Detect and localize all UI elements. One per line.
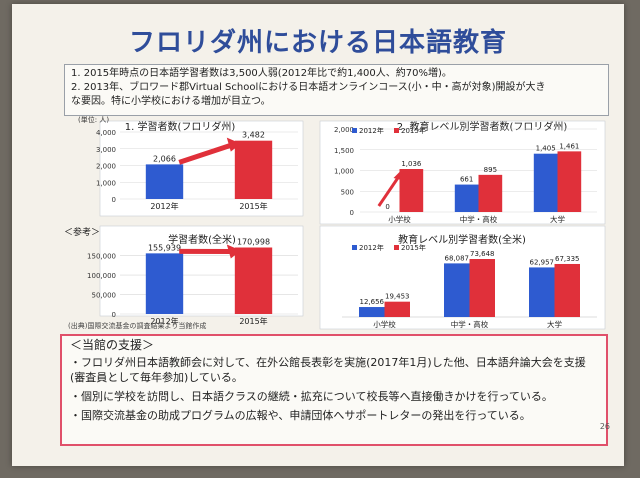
support-item: ・国際交流基金の助成プログラムの広報や、申請団体へサポートレターの発出を行ってい… xyxy=(70,409,531,422)
y-tick-label: 2,000 xyxy=(334,126,354,134)
bar-2015年 xyxy=(234,247,273,314)
growth-arrow-head xyxy=(393,170,402,181)
data-label: 1,405 xyxy=(536,145,556,153)
bar-中学・高校-2015年 xyxy=(469,259,495,317)
legend-label: 2015年 xyxy=(401,243,426,252)
y-tick-label: 0 xyxy=(112,196,116,204)
chart-title: 学習者数(全米) xyxy=(168,233,236,246)
x-tick-label: 2012年 xyxy=(150,201,178,211)
summary-line-1: 1. 2015年時点の日本語学習者数は3,500人弱(2012年比で約1,400… xyxy=(71,68,452,79)
bar-2015年 xyxy=(234,140,273,199)
data-label: 68,087 xyxy=(445,254,470,262)
slide-title: フロリダ州における日本語教育 xyxy=(128,28,507,58)
bar-2012年 xyxy=(145,164,184,199)
growth-arrow-head xyxy=(226,137,241,152)
bar-大学-2015年 xyxy=(557,151,582,212)
data-label: 170,998 xyxy=(237,238,270,247)
data-label: 73,648 xyxy=(470,250,495,258)
growth-arrow xyxy=(178,142,234,165)
bar-中学・高校-2012年 xyxy=(444,263,470,317)
y-tick-label: 100,000 xyxy=(87,272,116,280)
y-tick-label: 1,500 xyxy=(334,147,354,155)
legend-swatch xyxy=(394,128,399,133)
data-label: 0 xyxy=(385,203,389,211)
slide: フロリダ州における日本語教育 1. 2015年時点の日本語学習者数は3,500人… xyxy=(12,4,624,466)
legend-label: 2015年 xyxy=(401,126,426,135)
data-label: 62,957 xyxy=(530,258,555,266)
bar-大学-2012年 xyxy=(529,267,555,317)
x-tick-label: 大学 xyxy=(550,214,565,224)
bar-中学・高校-2015年 xyxy=(478,174,503,212)
x-tick-label: 2012年 xyxy=(150,316,178,326)
data-label: 67,335 xyxy=(555,255,580,263)
x-tick-label: 2015年 xyxy=(239,201,267,211)
bar-小学校-2012年 xyxy=(359,307,385,317)
y-tick-label: 3,000 xyxy=(96,146,116,154)
data-label: 895 xyxy=(484,166,497,174)
x-tick-label: 中学・高校 xyxy=(451,319,489,329)
page-number: 26 xyxy=(599,422,610,431)
data-label: 1,461 xyxy=(559,142,579,150)
data-label: 1,036 xyxy=(401,160,422,168)
chart-title: 2. 教育レベル別学習者数(フロリダ州) xyxy=(397,120,568,133)
bar-2012年 xyxy=(145,253,184,314)
x-tick-label: 2015年 xyxy=(239,316,267,326)
growth-arrow-head xyxy=(226,244,241,259)
x-tick-label: 大学 xyxy=(547,319,562,329)
y-tick-label: 4,000 xyxy=(96,129,116,137)
chart-florida-learners: 1. 学習者数(フロリダ州) 0 1,000 2,000 3,000 4,000 (単位: … xyxy=(78,115,606,330)
bar-中学・高校-2012年 xyxy=(454,184,479,212)
legend-swatch xyxy=(394,245,399,250)
summary-line-2: 2. 2013年、ブロワード郡Virtual Schoolにおける日本語オンライ… xyxy=(71,82,546,93)
data-label: 2,066 xyxy=(153,154,176,163)
support-item: ・フロリダ州日本語教師会に対して、在外公館長表彰を実施(2017年1月)した他、… xyxy=(70,356,586,384)
x-tick-label: 小学校 xyxy=(388,214,411,224)
y-tick-label: 0 xyxy=(350,209,354,217)
y-tick-label: 2,000 xyxy=(96,163,116,171)
support-box: ＜当館の支援＞ ・フロリダ州日本語教師会に対して、在外公館長表彰を実施(2017… xyxy=(60,334,608,446)
data-label: 155,939 xyxy=(148,243,181,252)
chart-title: 教育レベル別学習者数(全米) xyxy=(398,233,526,246)
legend-swatch xyxy=(352,245,357,250)
chart-frame xyxy=(99,120,304,217)
y-tick-label: 150,000 xyxy=(87,253,116,261)
bar-大学-2015年 xyxy=(554,263,580,317)
support-item: ・個別に学校を訪問し、日本語クラスの継続・拡充について校長等へ直接働きかけを行っ… xyxy=(70,390,553,403)
bar-大学-2012年 xyxy=(533,153,558,212)
data-label: 661 xyxy=(460,176,473,184)
chart-title: 1. 学習者数(フロリダ州) xyxy=(125,120,236,133)
data-label: 12,656 xyxy=(360,298,385,306)
support-heading: ＜当館の支援＞ xyxy=(70,338,155,352)
legend-label: 2012年 xyxy=(359,126,384,135)
summary-line-3: な要因。特に小学校における増加が目立つ。 xyxy=(71,96,271,107)
y-tick-label: 1,000 xyxy=(334,168,354,176)
data-label: 19,453 xyxy=(385,293,410,301)
y-tick-label: 500 xyxy=(341,188,354,196)
bar-小学校-2015年 xyxy=(399,169,424,212)
x-tick-label: 小学校 xyxy=(373,319,396,329)
bar-小学校-2015年 xyxy=(384,301,410,317)
summary-box: 1. 2015年時点の日本語学習者数は3,500人弱(2012年比で約1,400… xyxy=(64,64,609,116)
reference-label: ＜参考＞ xyxy=(64,228,101,238)
y-tick-label: 1,000 xyxy=(96,179,116,187)
x-tick-label: 中学・高校 xyxy=(460,214,498,224)
legend-swatch xyxy=(352,128,357,133)
growth-arrow xyxy=(377,176,400,207)
y-tick-label: 50,000 xyxy=(92,292,117,300)
source-note: (出典)国際交流基金の調査結果より当館作成 xyxy=(68,322,207,330)
y-axis-unit: (単位: 人) xyxy=(78,115,109,124)
y-tick-label: 0 xyxy=(112,311,116,319)
legend-label: 2012年 xyxy=(359,243,384,252)
data-label: 3,482 xyxy=(242,131,265,140)
